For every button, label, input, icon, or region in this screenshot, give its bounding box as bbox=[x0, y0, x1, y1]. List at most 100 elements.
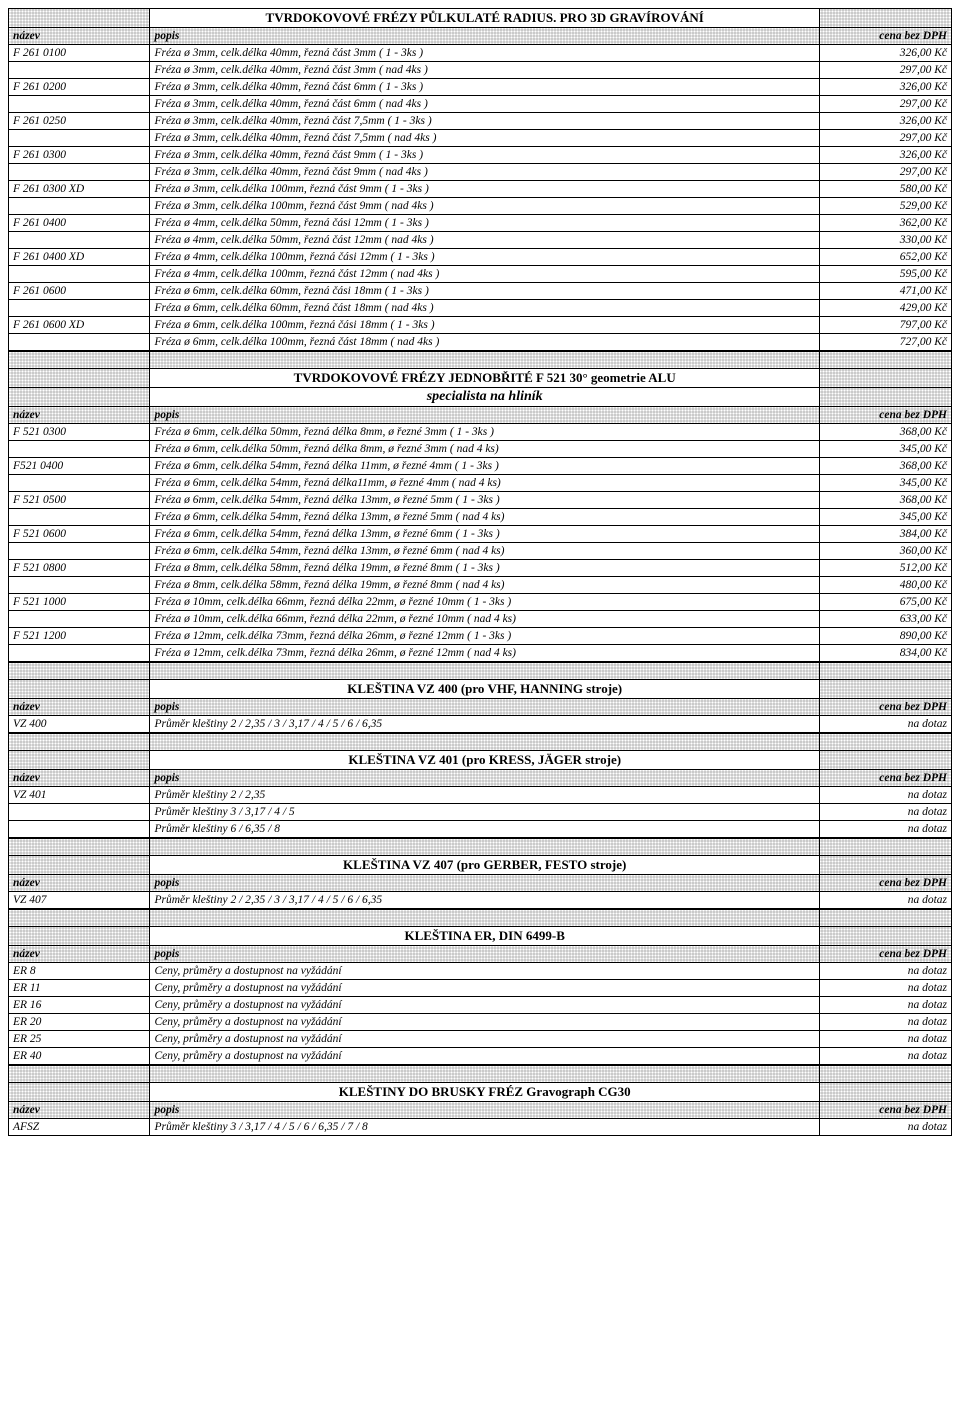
table-row: ER 8Ceny, průměry a dostupnost na vyžádá… bbox=[9, 963, 952, 980]
col-header-name: název bbox=[9, 770, 150, 787]
table-row: Fréza ø 6mm, celk.délka 60mm, řezná část… bbox=[9, 300, 952, 317]
cell-popis: Fréza ø 12mm, celk.délka 73mm, řezná dél… bbox=[150, 628, 820, 645]
cell-price: na dotaz bbox=[819, 1031, 951, 1048]
col-header-price: cena bez DPH bbox=[819, 28, 951, 45]
table-row: Fréza ø 12mm, celk.délka 73mm, řezná dél… bbox=[9, 645, 952, 662]
cell-price: 330,00 Kč bbox=[819, 232, 951, 249]
table-row: Fréza ø 3mm, celk.délka 100mm, řezná čás… bbox=[9, 198, 952, 215]
price-table: KLEŠTINA VZ 401 (pro KRESS, JÄGER stroje… bbox=[8, 733, 952, 838]
cell-price: 595,00 Kč bbox=[819, 266, 951, 283]
section-subtitle: specialista na hliník bbox=[150, 388, 820, 407]
cell-name: F 261 0400 XD bbox=[9, 249, 150, 266]
cell-popis: Ceny, průměry a dostupnost na vyžádání bbox=[150, 963, 820, 980]
table-row: Fréza ø 3mm, celk.délka 40mm, řezná část… bbox=[9, 96, 952, 113]
cell-name bbox=[9, 62, 150, 79]
table-row: F 261 0100Fréza ø 3mm, celk.délka 40mm, … bbox=[9, 45, 952, 62]
table-row: F 521 1200Fréza ø 12mm, celk.délka 73mm,… bbox=[9, 628, 952, 645]
cell-price: 362,00 Kč bbox=[819, 215, 951, 232]
cell-popis: Fréza ø 6mm, celk.délka 60mm, řezná čási… bbox=[150, 283, 820, 300]
cell-popis: Fréza ø 3mm, celk.délka 40mm, řezná část… bbox=[150, 79, 820, 96]
cell-popis: Ceny, průměry a dostupnost na vyžádání bbox=[150, 1031, 820, 1048]
cell-price: 297,00 Kč bbox=[819, 164, 951, 181]
cell-name: ER 16 bbox=[9, 997, 150, 1014]
cell-popis: Ceny, průměry a dostupnost na vyžádání bbox=[150, 1048, 820, 1065]
cell-popis: Fréza ø 3mm, celk.délka 40mm, řezná část… bbox=[150, 164, 820, 181]
cell-price: na dotaz bbox=[819, 980, 951, 997]
table-row: ER 20Ceny, průměry a dostupnost na vyžád… bbox=[9, 1014, 952, 1031]
cell-price: 834,00 Kč bbox=[819, 645, 951, 662]
table-row: F 261 0250Fréza ø 3mm, celk.délka 40mm, … bbox=[9, 113, 952, 130]
cell-popis: Fréza ø 4mm, celk.délka 100mm, řezná čás… bbox=[150, 266, 820, 283]
table-row: F 261 0600Fréza ø 6mm, celk.délka 60mm, … bbox=[9, 283, 952, 300]
section-title: TVRDOKOVOVÉ FRÉZY JEDNOBŘITÉ F 521 30° g… bbox=[150, 369, 820, 388]
table-row: F 261 0400 XDFréza ø 4mm, celk.délka 100… bbox=[9, 249, 952, 266]
cell-popis: Fréza ø 3mm, celk.délka 100mm, řezná čás… bbox=[150, 181, 820, 198]
table-row: F 261 0600 XDFréza ø 6mm, celk.délka 100… bbox=[9, 317, 952, 334]
section-title: TVRDOKOVOVÉ FRÉZY PŮLKULATÉ RADIUS. PRO … bbox=[150, 9, 820, 28]
cell-price: 633,00 Kč bbox=[819, 611, 951, 628]
spacer-row bbox=[9, 839, 952, 856]
table-row: Průměr kleštiny 6 / 6,35 / 8na dotaz bbox=[9, 821, 952, 838]
cell-popis: Fréza ø 3mm, celk.délka 100mm, řezná čás… bbox=[150, 198, 820, 215]
column-header-row: názevpopiscena bez DPH bbox=[9, 875, 952, 892]
table-row: Fréza ø 6mm, celk.délka 100mm, řezná čás… bbox=[9, 334, 952, 351]
table-row: F521 0400Fréza ø 6mm, celk.délka 54mm, ř… bbox=[9, 458, 952, 475]
cell-popis: Fréza ø 3mm, celk.délka 40mm, řezná část… bbox=[150, 113, 820, 130]
cell-price: 368,00 Kč bbox=[819, 458, 951, 475]
table-row: Průměr kleštiny 3 / 3,17 / 4 / 5na dotaz bbox=[9, 804, 952, 821]
cell-price: 675,00 Kč bbox=[819, 594, 951, 611]
col-header-name: název bbox=[9, 1102, 150, 1119]
cell-popis: Fréza ø 6mm, celk.délka 54mm, řezná délk… bbox=[150, 492, 820, 509]
col-header-price: cena bez DPH bbox=[819, 946, 951, 963]
cell-name bbox=[9, 804, 150, 821]
cell-popis: Fréza ø 6mm, celk.délka 54mm, řezná délk… bbox=[150, 543, 820, 560]
cell-name bbox=[9, 821, 150, 838]
price-table: KLEŠTINA ER, DIN 6499-Bnázevpopiscena be… bbox=[8, 909, 952, 1065]
section-title: KLEŠTINA VZ 407 (pro GERBER, FESTO stroj… bbox=[150, 856, 820, 875]
cell-popis: Fréza ø 3mm, celk.délka 40mm, řezná část… bbox=[150, 147, 820, 164]
cell-popis: Fréza ø 3mm, celk.délka 40mm, řezná část… bbox=[150, 130, 820, 147]
table-row: F 521 0500Fréza ø 6mm, celk.délka 54mm, … bbox=[9, 492, 952, 509]
cell-popis: Ceny, průměry a dostupnost na vyžádání bbox=[150, 1014, 820, 1031]
cell-name bbox=[9, 198, 150, 215]
table-row: Fréza ø 10mm, celk.délka 66mm, řezná dél… bbox=[9, 611, 952, 628]
cell-name: ER 40 bbox=[9, 1048, 150, 1065]
cell-name: F 261 0100 bbox=[9, 45, 150, 62]
table-row: VZ 401Průměr kleštiny 2 / 2,35na dotaz bbox=[9, 787, 952, 804]
section-title-row: TVRDOKOVOVÉ FRÉZY JEDNOBŘITÉ F 521 30° g… bbox=[9, 369, 952, 388]
cell-popis: Fréza ø 4mm, celk.délka 50mm, řezná čási… bbox=[150, 215, 820, 232]
col-header-price: cena bez DPH bbox=[819, 875, 951, 892]
cell-popis: Fréza ø 8mm, celk.délka 58mm, řezná délk… bbox=[150, 560, 820, 577]
spacer-row bbox=[9, 734, 952, 751]
cell-price: na dotaz bbox=[819, 997, 951, 1014]
price-table: KLEŠTINA VZ 407 (pro GERBER, FESTO stroj… bbox=[8, 838, 952, 909]
table-row: ER 11Ceny, průměry a dostupnost na vyžád… bbox=[9, 980, 952, 997]
column-header-row: názevpopiscena bez DPH bbox=[9, 946, 952, 963]
spacer-row bbox=[9, 352, 952, 369]
cell-name: F 261 0250 bbox=[9, 113, 150, 130]
cell-popis: Fréza ø 6mm, celk.délka 50mm, řezná délk… bbox=[150, 441, 820, 458]
cell-popis: Fréza ø 6mm, celk.délka 60mm, řezná část… bbox=[150, 300, 820, 317]
cell-name: F 521 0500 bbox=[9, 492, 150, 509]
cell-popis: Fréza ø 6mm, celk.délka 54mm, řezná délk… bbox=[150, 475, 820, 492]
cell-popis: Průměr kleštiny 2 / 2,35 bbox=[150, 787, 820, 804]
section-title-row: KLEŠTINY DO BRUSKY FRÉZ Gravograph CG30 bbox=[9, 1083, 952, 1102]
column-header-row: názevpopiscena bez DPH bbox=[9, 28, 952, 45]
cell-name: F 521 1200 bbox=[9, 628, 150, 645]
cell-price: 345,00 Kč bbox=[819, 475, 951, 492]
table-row: VZ 400Průměr kleštiny 2 / 2,35 / 3 / 3,1… bbox=[9, 716, 952, 733]
col-header-popis: popis bbox=[150, 946, 820, 963]
cell-popis: Fréza ø 3mm, celk.délka 40mm, řezná část… bbox=[150, 45, 820, 62]
cell-name bbox=[9, 611, 150, 628]
cell-name bbox=[9, 334, 150, 351]
cell-name: ER 11 bbox=[9, 980, 150, 997]
table-row: Fréza ø 8mm, celk.délka 58mm, řezná délk… bbox=[9, 577, 952, 594]
col-header-popis: popis bbox=[150, 1102, 820, 1119]
section-title: KLEŠTINY DO BRUSKY FRÉZ Gravograph CG30 bbox=[150, 1083, 820, 1102]
cell-name bbox=[9, 509, 150, 526]
cell-price: 368,00 Kč bbox=[819, 424, 951, 441]
col-header-popis: popis bbox=[150, 770, 820, 787]
cell-name: F 261 0200 bbox=[9, 79, 150, 96]
cell-popis: Fréza ø 6mm, celk.délka 100mm, řezná čás… bbox=[150, 317, 820, 334]
cell-price: 297,00 Kč bbox=[819, 130, 951, 147]
